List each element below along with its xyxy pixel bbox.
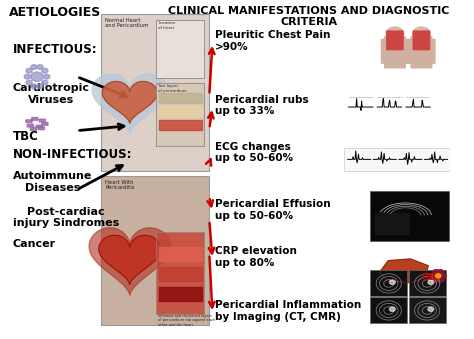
FancyBboxPatch shape xyxy=(156,233,204,314)
Text: AETIOLOGIES: AETIOLOGIES xyxy=(9,6,101,19)
FancyBboxPatch shape xyxy=(384,36,406,68)
FancyBboxPatch shape xyxy=(370,297,407,323)
FancyBboxPatch shape xyxy=(38,127,45,129)
FancyBboxPatch shape xyxy=(101,14,210,171)
FancyBboxPatch shape xyxy=(344,148,451,171)
FancyBboxPatch shape xyxy=(409,297,446,323)
Text: CLINICAL MANIFESTATIONS AND DIAGNOSTIC
CRITERIA: CLINICAL MANIFESTATIONS AND DIAGNOSTIC C… xyxy=(168,6,449,27)
FancyBboxPatch shape xyxy=(381,39,386,64)
Circle shape xyxy=(437,277,444,282)
Text: Pericardial Inflammation
by Imaging (CT, CMR): Pericardial Inflammation by Imaging (CT,… xyxy=(215,300,361,322)
Circle shape xyxy=(31,84,37,89)
Text: TBC: TBC xyxy=(13,129,38,143)
Text: NON-INFECTIOUS:: NON-INFECTIOUS: xyxy=(13,147,132,161)
Polygon shape xyxy=(89,228,171,295)
FancyBboxPatch shape xyxy=(430,39,436,64)
Text: Heart With
Pericarditis: Heart With Pericarditis xyxy=(106,180,135,191)
Polygon shape xyxy=(92,74,167,134)
FancyBboxPatch shape xyxy=(410,36,432,68)
FancyBboxPatch shape xyxy=(27,124,34,127)
Text: Stage I: Stage I xyxy=(352,164,366,168)
Circle shape xyxy=(42,80,48,85)
Text: Stage III: Stage III xyxy=(402,164,419,168)
FancyBboxPatch shape xyxy=(42,123,48,125)
FancyBboxPatch shape xyxy=(156,20,204,78)
Text: CRP: CRP xyxy=(421,273,439,282)
FancyBboxPatch shape xyxy=(386,31,404,50)
Circle shape xyxy=(31,65,37,69)
Circle shape xyxy=(428,307,434,312)
Circle shape xyxy=(37,84,43,89)
Circle shape xyxy=(428,280,434,284)
Text: Post-cardiac
injury Sindromes: Post-cardiac injury Sindromes xyxy=(13,207,119,228)
Circle shape xyxy=(432,270,439,275)
Text: Location
of heart: Location of heart xyxy=(158,21,175,30)
FancyBboxPatch shape xyxy=(370,271,407,296)
FancyBboxPatch shape xyxy=(32,118,38,120)
FancyBboxPatch shape xyxy=(30,128,36,130)
Circle shape xyxy=(390,280,395,284)
Circle shape xyxy=(430,273,438,279)
Circle shape xyxy=(31,72,43,81)
Text: Autoimmune
Diseases: Autoimmune Diseases xyxy=(13,171,92,193)
Circle shape xyxy=(436,274,441,278)
Circle shape xyxy=(37,65,43,69)
FancyBboxPatch shape xyxy=(36,125,42,128)
Circle shape xyxy=(24,74,30,79)
Circle shape xyxy=(439,273,446,279)
FancyBboxPatch shape xyxy=(404,39,409,64)
FancyBboxPatch shape xyxy=(407,39,412,64)
Circle shape xyxy=(437,270,444,275)
FancyBboxPatch shape xyxy=(26,120,32,123)
Text: CRP elevation
up to 80%: CRP elevation up to 80% xyxy=(215,246,297,268)
FancyBboxPatch shape xyxy=(156,83,204,145)
Polygon shape xyxy=(375,214,409,234)
FancyBboxPatch shape xyxy=(101,176,210,325)
Circle shape xyxy=(44,74,50,79)
FancyBboxPatch shape xyxy=(39,119,46,122)
Circle shape xyxy=(386,27,404,41)
Circle shape xyxy=(432,277,439,282)
Polygon shape xyxy=(380,259,428,283)
Text: Pericardial rubs
up to 33%: Pericardial rubs up to 33% xyxy=(215,95,308,116)
Circle shape xyxy=(412,27,430,41)
Text: Stage II: Stage II xyxy=(377,164,392,168)
Text: Two layers
of pericardium: Two layers of pericardium xyxy=(158,84,187,93)
FancyBboxPatch shape xyxy=(370,191,449,241)
Text: Pleuritic Chest Pain
>90%: Pleuritic Chest Pain >90% xyxy=(215,31,330,52)
Circle shape xyxy=(390,307,395,312)
Circle shape xyxy=(42,68,48,73)
Text: Normal Heart
and Pericardium: Normal Heart and Pericardium xyxy=(106,18,149,28)
Text: Cancer: Cancer xyxy=(13,239,56,249)
Text: Cardiotropic
Viruses: Cardiotropic Viruses xyxy=(13,83,90,105)
Polygon shape xyxy=(99,235,161,284)
Polygon shape xyxy=(102,81,157,123)
Text: Stage IV: Stage IV xyxy=(428,164,444,168)
Text: ECG changes
up to 50-60%: ECG changes up to 50-60% xyxy=(215,142,293,163)
Text: Inflamed and thickened layers
of pericardium rub against each
other and the hear: Inflamed and thickened layers of pericar… xyxy=(158,314,215,327)
FancyBboxPatch shape xyxy=(412,31,430,50)
Text: Pericardial Effusion
up to 50-60%: Pericardial Effusion up to 50-60% xyxy=(215,199,330,221)
Text: INFECTIOUS:: INFECTIOUS: xyxy=(13,43,97,56)
Circle shape xyxy=(26,68,32,73)
FancyBboxPatch shape xyxy=(409,271,446,296)
Circle shape xyxy=(26,80,32,85)
